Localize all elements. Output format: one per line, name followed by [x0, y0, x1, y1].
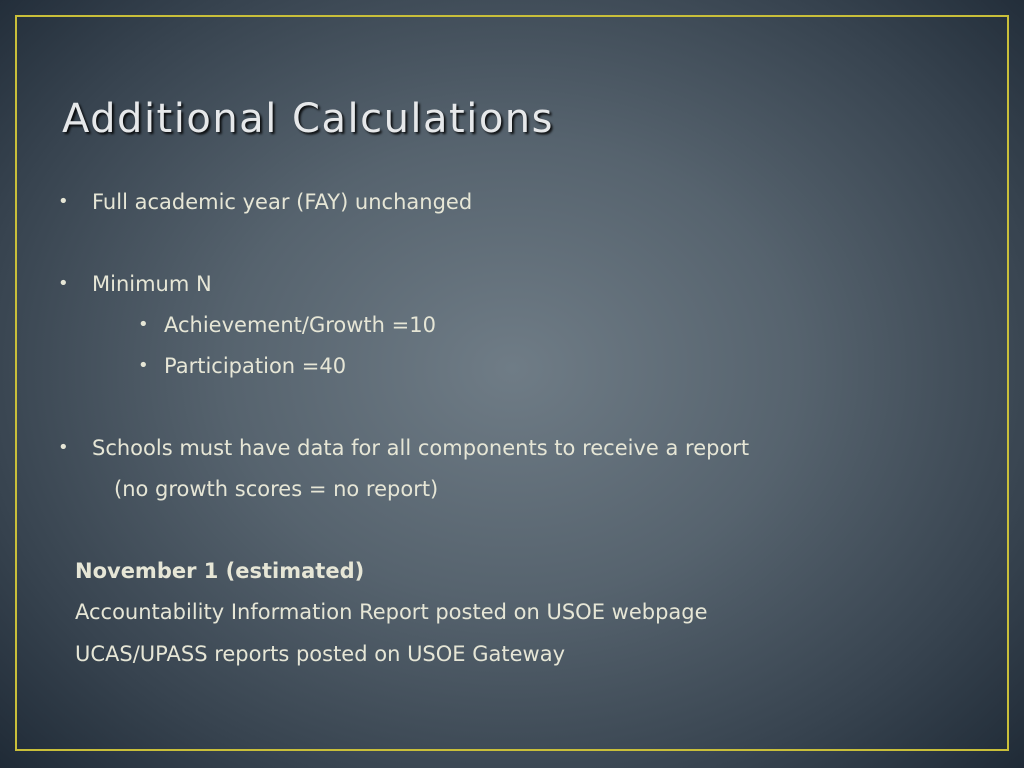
sub-bullet-achievement-growth: Achievement/Growth =10: [164, 313, 436, 337]
bullet-schools-data-continuation: (no growth scores = no report): [114, 477, 439, 501]
bullet-marker: •: [58, 437, 69, 458]
bullet-marker: •: [58, 191, 69, 212]
bullet-fay: Full academic year (FAY) unchanged: [92, 190, 473, 214]
sub-bullet-participation: Participation =40: [164, 354, 347, 378]
note-heading: November 1 (estimated): [75, 559, 365, 583]
bullet-marker: •: [58, 273, 69, 294]
bullet-minimum-n: Minimum N: [92, 272, 212, 296]
slide-frame: [15, 15, 1009, 751]
bullet-schools-data: Schools must have data for all component…: [92, 436, 750, 460]
sub-bullet-marker: •: [138, 314, 149, 335]
note-line-accountability: Accountability Information Report posted…: [75, 600, 708, 624]
slide-title: Additional Calculations: [62, 96, 554, 142]
note-line-ucas-upass: UCAS/UPASS reports posted on USOE Gatewa…: [75, 642, 566, 666]
sub-bullet-marker: •: [138, 355, 149, 376]
